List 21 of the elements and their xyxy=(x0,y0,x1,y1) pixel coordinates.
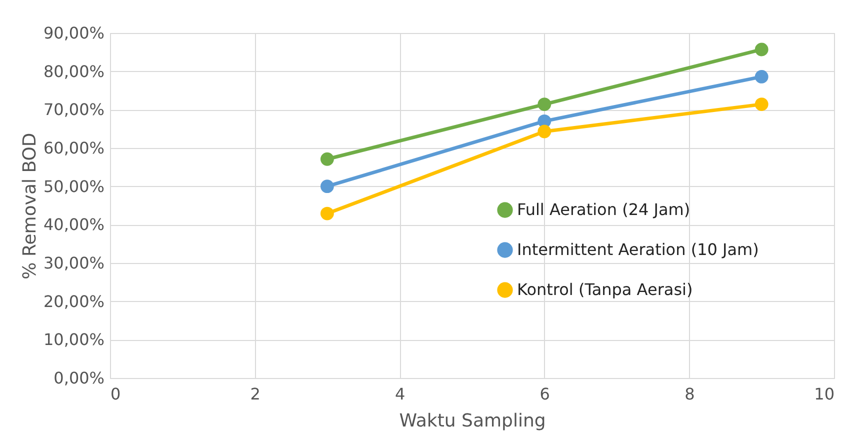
legend-label: Kontrol (Tanpa Aerasi) xyxy=(517,280,693,299)
x-tick-label: 8 xyxy=(684,384,695,404)
y-tick-label: 0,00% xyxy=(54,368,104,388)
y-axis-title: % Removal BOD xyxy=(19,132,40,280)
y-tick-label: 70,00% xyxy=(43,100,104,120)
y-tick-label: 20,00% xyxy=(43,292,104,311)
x-tick-label: 10 xyxy=(814,384,834,404)
x-axis-title: Waktu Sampling xyxy=(399,410,546,432)
y-tick-label: 40,00% xyxy=(43,215,104,234)
y-tick-label: 30,00% xyxy=(43,254,104,272)
y-tick-label: 50,00% xyxy=(43,176,104,196)
x-tick-label: 2 xyxy=(250,384,260,404)
legend-label: Full Aeration (24 Jam) xyxy=(517,200,690,219)
x-tick-label: 6 xyxy=(540,384,550,404)
x-tick-label: 0 xyxy=(110,384,121,404)
y-tick-label: 60,00% xyxy=(43,138,104,158)
y-tick-label: 10,00% xyxy=(43,330,104,350)
y-tick-label: 80,00% xyxy=(43,62,104,81)
y-tick-label: 90,00% xyxy=(43,24,104,42)
x-tick-label: 4 xyxy=(395,384,406,404)
legend-label: Intermittent Aeration (10 Jam) xyxy=(517,240,759,259)
